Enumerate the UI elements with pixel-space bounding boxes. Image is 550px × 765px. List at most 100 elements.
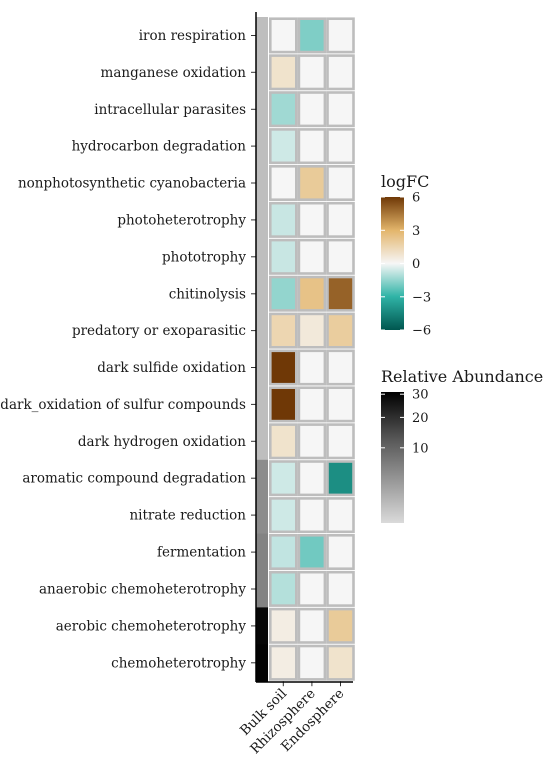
- row-label: chitinolysis: [169, 286, 246, 302]
- heatmap-cell: [297, 128, 327, 165]
- row-label: phototrophy: [162, 249, 246, 265]
- abundance-strip-cell: [256, 459, 268, 498]
- row-label: nitrate reduction: [129, 508, 246, 524]
- heatmap-cell: [268, 644, 298, 681]
- heatmap-cell: [268, 460, 298, 497]
- abundance-tick-label: 20: [412, 411, 429, 426]
- row-label: photoheterotrophy: [117, 212, 246, 228]
- logfc-colorbar: [381, 197, 404, 330]
- row-label: chemoheterotrophy: [111, 655, 246, 671]
- heatmap-cell: [297, 497, 327, 534]
- heatmap-cell: [268, 349, 298, 386]
- abundance-strip-cell: [256, 349, 268, 387]
- heatmap-cell: [326, 201, 355, 238]
- abundance-strip-cell: [256, 496, 268, 535]
- abundance-strip-cell: [256, 201, 268, 239]
- heatmap-cell: [326, 238, 355, 275]
- heatmap-cell: [326, 533, 355, 570]
- logfc-legend-title: logFC: [381, 172, 429, 191]
- heatmap-cell: [326, 460, 355, 497]
- abundance-legend-title: Relative Abundance: [381, 367, 543, 386]
- heatmap-cell: [268, 312, 298, 349]
- abundance-strip-cell: [256, 533, 268, 571]
- row-label: fermentation: [157, 545, 246, 561]
- abundance-strip-cell: [256, 386, 268, 424]
- heatmap-cell: [297, 349, 327, 386]
- logfc-tick-label: 3: [412, 224, 420, 239]
- heatmap-cell: [268, 238, 298, 275]
- heatmap-cell: [297, 460, 327, 497]
- abundance-strip-cell: [256, 312, 268, 350]
- heatmap-cell: [297, 238, 327, 275]
- row-label: manganese oxidation: [101, 65, 247, 81]
- heatmap-cell: [268, 533, 298, 570]
- row-label: anaerobic chemoheterotrophy: [39, 582, 246, 598]
- logfc-tick-label: −6: [412, 324, 431, 339]
- heatmap-cell: [297, 386, 327, 423]
- heatmap-cell: [268, 423, 298, 460]
- heatmap-cell: [297, 54, 327, 91]
- abundance-strip-cell: [256, 607, 268, 645]
- row-label: aerobic chemoheterotrophy: [56, 618, 247, 634]
- heatmap-cell: [326, 91, 355, 128]
- row-label: dark sulfide oxidation: [97, 360, 246, 376]
- heatmap-cell: [297, 17, 327, 54]
- heatmap-cell: [268, 570, 298, 607]
- abundance-strip-cell: [256, 238, 268, 276]
- heatmap-cell: [326, 54, 355, 91]
- heatmap-cell: [297, 607, 327, 644]
- heatmap-cell: [268, 17, 298, 54]
- heatmap-cell: [326, 349, 355, 386]
- logfc-tick-label: 6: [412, 191, 420, 206]
- abundance-legend: Relative Abundance 30 20 10: [381, 367, 543, 523]
- row-labels: iron respiration manganese oxidation intra…: [0, 28, 256, 671]
- abundance-strip-cell: [256, 53, 268, 92]
- row-label: predatory or exoparasitic: [72, 323, 246, 339]
- heatmap-cell: [268, 497, 298, 534]
- heatmap-cell: [268, 275, 298, 312]
- heatmap-cells: [268, 17, 355, 681]
- abundance-strip-cell: [256, 90, 268, 129]
- abundance-strip-cell: [256, 275, 268, 313]
- logfc-tick-label: −3: [412, 290, 431, 305]
- logfc-tick-label: 0: [412, 257, 420, 272]
- heatmap-cell: [326, 570, 355, 607]
- abundance-strip-cell: [256, 17, 268, 55]
- heatmap-cell: [297, 201, 327, 238]
- heatmap-cell: [268, 386, 298, 423]
- heatmap-cell: [268, 91, 298, 128]
- heatmap-cell: [326, 644, 355, 681]
- row-label: iron respiration: [139, 28, 247, 44]
- heatmap-cell: [297, 91, 327, 128]
- heatmap-cell: [297, 644, 327, 681]
- heatmap-cell: [297, 423, 327, 460]
- heatmap-cell: [326, 128, 355, 165]
- abundance-strip-cell: [256, 422, 268, 461]
- abundance-tick-label: 10: [412, 441, 429, 456]
- row-label: dark_oxidation of sulfur compounds: [0, 397, 246, 413]
- heatmap-cell: [326, 165, 355, 202]
- heatmap-cell: [326, 386, 355, 423]
- heatmap-cell: [297, 312, 327, 349]
- relative-abundance-strip: [256, 17, 268, 682]
- abundance-colorbar: [381, 392, 404, 523]
- heatmap-cell: [297, 275, 327, 312]
- abundance-strip-cell: [256, 127, 268, 166]
- heatmap-cell: [268, 165, 298, 202]
- logfc-legend: logFC 6 3 0 −3 −6: [381, 172, 431, 339]
- abundance-tick-label: 30: [412, 388, 429, 403]
- heatmap-cell: [326, 17, 355, 54]
- row-label: hydrocarbon degradation: [72, 139, 247, 155]
- heatmap-cell: [297, 570, 327, 607]
- abundance-strip-cell: [256, 164, 268, 202]
- row-label: aromatic compound degradation: [22, 471, 246, 487]
- row-label: dark hydrogen oxidation: [78, 434, 246, 450]
- heatmap-cell: [268, 54, 298, 91]
- heatmap-cell: [268, 607, 298, 644]
- heatmap-cell: [326, 275, 355, 312]
- heatmap-cell: [297, 165, 327, 202]
- heatmap-cell: [268, 128, 298, 165]
- heatmap-cell: [326, 423, 355, 460]
- row-label: intracellular parasites: [94, 102, 246, 118]
